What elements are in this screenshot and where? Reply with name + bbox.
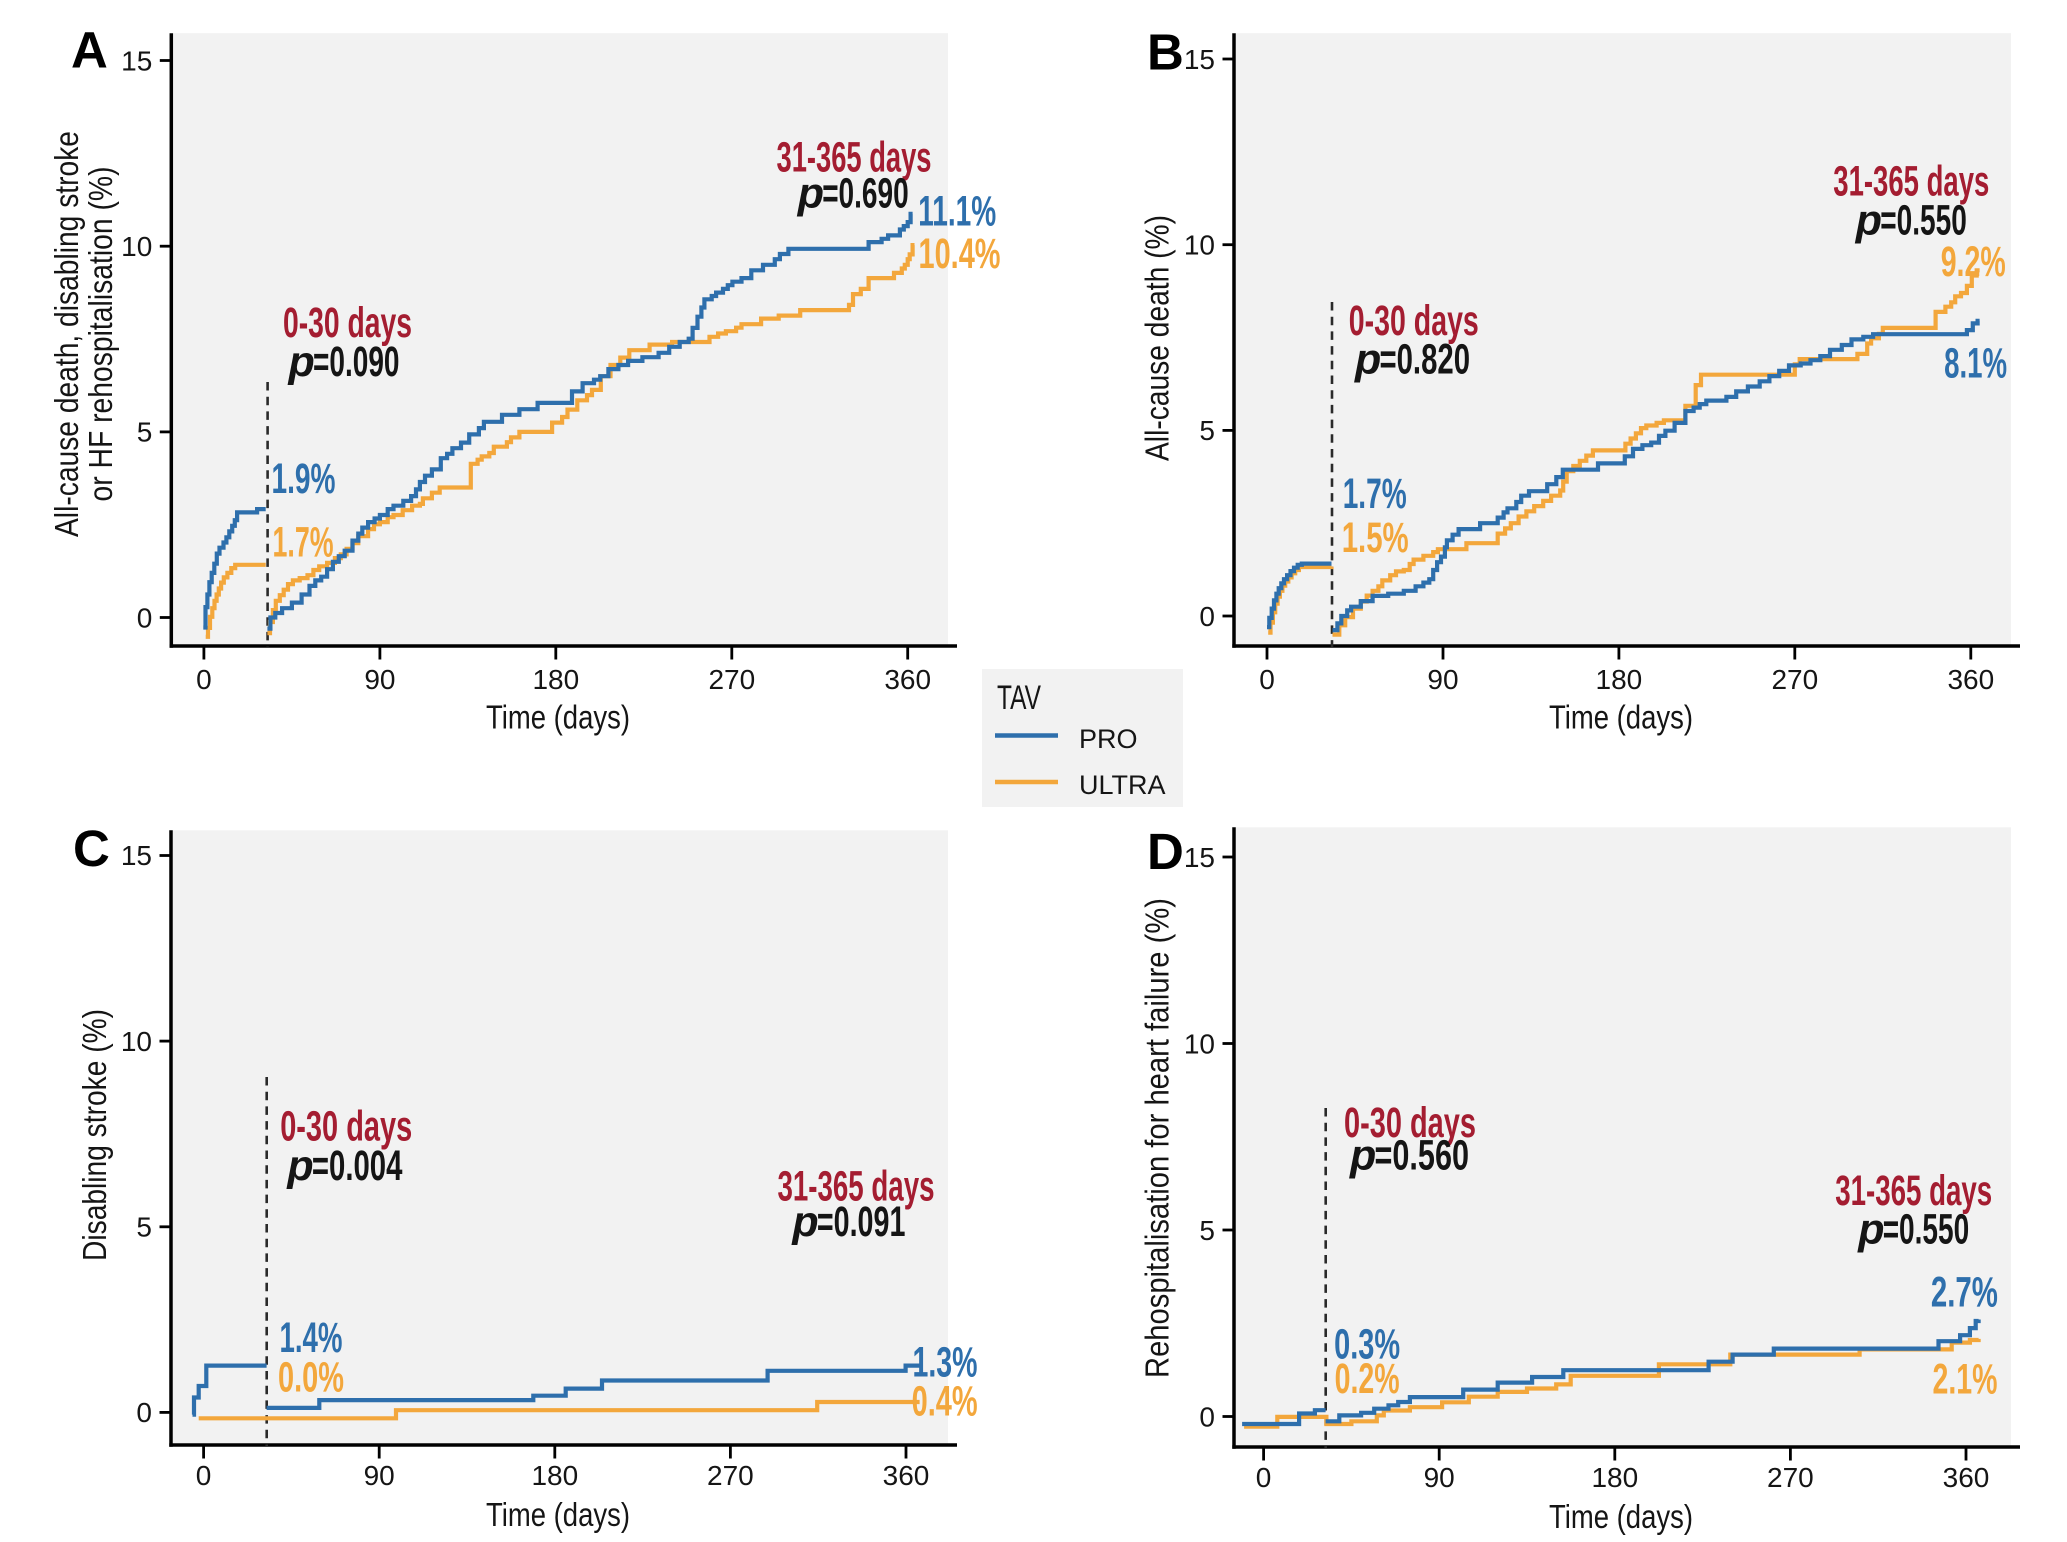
svg-text:Time (days): Time (days): [486, 1496, 630, 1533]
svg-text:D: D: [1147, 823, 1184, 880]
svg-text:5: 5: [137, 417, 153, 448]
svg-text:10: 10: [1184, 230, 1215, 261]
svg-text:180: 180: [1596, 664, 1643, 695]
svg-text:31-365 days: 31-365 days: [777, 134, 932, 182]
svg-text:p: p: [1855, 197, 1882, 245]
svg-text:1.9%: 1.9%: [272, 455, 336, 503]
svg-text:Rehospitalisation for heart fa: Rehospitalisation for heart failure (%): [1139, 898, 1176, 1378]
svg-text:=0.091: =0.091: [817, 1198, 906, 1246]
svg-text:1.7%: 1.7%: [273, 518, 334, 566]
svg-text:90: 90: [1427, 664, 1458, 695]
svg-text:31-365 days: 31-365 days: [1835, 1167, 1992, 1215]
svg-text:5: 5: [136, 1212, 152, 1243]
svg-text:B: B: [1147, 24, 1184, 81]
svg-text:0.4%: 0.4%: [912, 1377, 978, 1425]
svg-text:2.1%: 2.1%: [1933, 1355, 1998, 1403]
svg-text:180: 180: [1591, 1462, 1638, 1493]
svg-text:1.3%: 1.3%: [913, 1338, 978, 1386]
svg-text:180: 180: [531, 1460, 578, 1491]
svg-text:15: 15: [121, 840, 152, 871]
svg-text:C: C: [73, 820, 110, 877]
svg-text:All-cause death (%): All-cause death (%): [1139, 215, 1176, 461]
svg-text:15: 15: [121, 45, 152, 76]
svg-text:90: 90: [1424, 1462, 1455, 1493]
svg-text:0.0%: 0.0%: [278, 1354, 344, 1402]
svg-text:10.4%: 10.4%: [919, 230, 1001, 278]
svg-text:1.4%: 1.4%: [280, 1314, 343, 1362]
svg-text:p: p: [791, 1198, 818, 1246]
svg-text:0: 0: [1199, 601, 1215, 632]
svg-text:360: 360: [1947, 664, 1994, 695]
svg-text:5: 5: [1199, 1215, 1215, 1246]
svg-text:TAV: TAV: [997, 679, 1041, 717]
svg-text:270: 270: [707, 1460, 754, 1491]
svg-text:0: 0: [1256, 1462, 1272, 1493]
svg-text:90: 90: [364, 664, 395, 695]
svg-text:31-365 days: 31-365 days: [1833, 158, 1989, 206]
svg-text:0: 0: [1259, 664, 1275, 695]
svg-text:0-30 days: 0-30 days: [1349, 297, 1479, 345]
svg-text:=0.004: =0.004: [312, 1142, 403, 1190]
svg-text:=0.820: =0.820: [1380, 335, 1471, 383]
svg-text:0: 0: [1199, 1401, 1215, 1432]
svg-text:p: p: [1354, 335, 1381, 383]
svg-text:p: p: [286, 1142, 313, 1190]
svg-text:10: 10: [121, 231, 152, 262]
svg-text:p: p: [1857, 1206, 1884, 1254]
svg-text:=0.550: =0.550: [1883, 1206, 1970, 1254]
svg-text:0: 0: [137, 602, 153, 633]
svg-text:1.7%: 1.7%: [1343, 470, 1407, 518]
svg-text:8.1%: 8.1%: [1944, 340, 2007, 388]
svg-text:Time (days): Time (days): [1549, 1498, 1693, 1535]
svg-text:Time (days): Time (days): [1549, 699, 1693, 736]
svg-text:9.2%: 9.2%: [1941, 238, 2006, 286]
svg-text:0.3%: 0.3%: [1334, 1321, 1400, 1369]
svg-text:=0.560: =0.560: [1375, 1131, 1470, 1179]
svg-text:A: A: [71, 22, 108, 79]
svg-text:31-365 days: 31-365 days: [778, 1163, 935, 1211]
svg-text:90: 90: [364, 1460, 395, 1491]
svg-text:p: p: [288, 338, 315, 386]
svg-text:270: 270: [1771, 664, 1818, 695]
svg-text:=0.090: =0.090: [313, 338, 400, 386]
svg-text:270: 270: [1767, 1462, 1814, 1493]
svg-text:ULTRA: ULTRA: [1079, 770, 1166, 800]
svg-text:or HF rehospitalisation (%): or HF rehospitalisation (%): [82, 167, 119, 502]
svg-text:0-30 days: 0-30 days: [280, 1103, 412, 1151]
svg-text:360: 360: [884, 664, 931, 695]
svg-text:0: 0: [196, 664, 212, 695]
svg-text:=0.550: =0.550: [1880, 197, 1967, 245]
svg-text:Time (days): Time (days): [486, 699, 630, 736]
svg-text:360: 360: [883, 1460, 930, 1491]
svg-text:15: 15: [1184, 44, 1215, 75]
svg-text:180: 180: [532, 664, 579, 695]
svg-text:Disabling stroke (%): Disabling stroke (%): [76, 1009, 113, 1261]
svg-text:10: 10: [1184, 1028, 1215, 1059]
svg-text:10: 10: [121, 1026, 152, 1057]
svg-text:5: 5: [1199, 415, 1215, 446]
svg-text:11.1%: 11.1%: [918, 188, 996, 236]
svg-text:2.7%: 2.7%: [1931, 1268, 1998, 1316]
svg-text:p: p: [797, 169, 824, 217]
svg-text:270: 270: [708, 664, 755, 695]
svg-text:All-cause death, disabling str: All-cause death, disabling stroke: [48, 131, 85, 537]
svg-text:0: 0: [196, 1460, 212, 1491]
svg-text:=0.690: =0.690: [822, 169, 909, 217]
svg-text:p: p: [1349, 1131, 1376, 1179]
svg-text:1.5%: 1.5%: [1342, 514, 1409, 562]
svg-text:0-30 days: 0-30 days: [1344, 1099, 1476, 1147]
svg-text:15: 15: [1184, 842, 1215, 873]
svg-text:PRO: PRO: [1079, 724, 1138, 754]
svg-text:360: 360: [1943, 1462, 1990, 1493]
svg-text:0: 0: [136, 1397, 152, 1428]
svg-text:0.2%: 0.2%: [1335, 1355, 1400, 1403]
svg-text:0-30 days: 0-30 days: [283, 299, 412, 347]
